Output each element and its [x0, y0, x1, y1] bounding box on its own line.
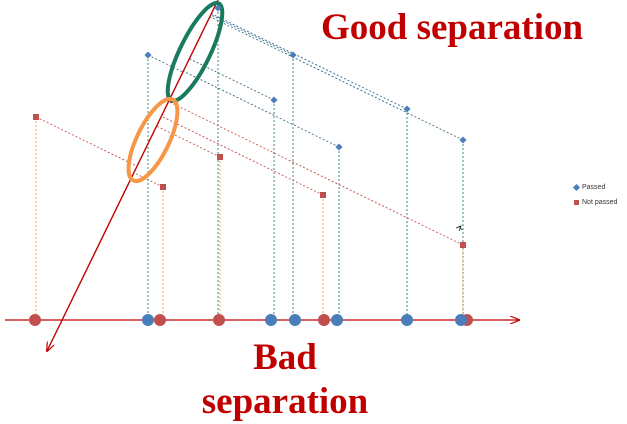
passed-axis-point: [265, 314, 277, 326]
good-separation-ellipse: [165, 1, 225, 103]
passed-projection-line: [189, 58, 275, 101]
passed-point: [144, 51, 152, 59]
legend-not-passed-label: Not passed: [582, 199, 618, 206]
axis-projection-points: [29, 314, 473, 326]
not-passed-axis-point: [318, 314, 330, 326]
passed-projection-line: [183, 70, 340, 148]
passed-projection-line: [210, 14, 294, 56]
bad-separation-label-line1: Bad: [253, 337, 317, 378]
legend-not-passed: Not passed: [574, 199, 617, 206]
passed-axis-point: [331, 314, 343, 326]
passed-point: [403, 105, 411, 113]
passed-point: [270, 96, 278, 104]
passed-point: [459, 136, 467, 144]
passed-projection-line: [147, 54, 184, 73]
not-passed-point: [217, 154, 223, 160]
not-passed-axis-point: [154, 314, 166, 326]
passed-axis-point: [142, 314, 154, 326]
passed-axis-point: [289, 314, 301, 326]
diagonal-axis: [47, 0, 219, 351]
not-passed-point: [33, 114, 39, 120]
not-passed-projection-line: [161, 115, 324, 196]
legend-passed-label: Passed: [582, 184, 606, 191]
not-passed-point: [460, 242, 466, 248]
bad-separation-ellipse: [126, 96, 180, 184]
passed-axis-point: [401, 314, 413, 326]
not-passed-projection-line: [168, 101, 464, 246]
not-passed-point: [320, 192, 326, 198]
not-passed-axis-point: [29, 314, 41, 326]
not-passed-point: [160, 184, 166, 190]
drop-lines: [35, 8, 464, 320]
diamond-icon: [572, 183, 581, 191]
not-passed-projection-line: [35, 116, 138, 167]
passed-projection-line: [209, 16, 464, 141]
not-passed-axis-point: [213, 314, 225, 326]
bad-separation-label-line2: separation: [201, 381, 369, 422]
passed-point: [289, 51, 297, 59]
data-points: [33, 4, 467, 248]
passed-point: [214, 4, 222, 12]
passed-axis-point: [455, 314, 467, 326]
passed-point: [335, 143, 343, 151]
legend-passed: Passed: [572, 183, 606, 191]
square-icon: [574, 199, 579, 205]
passed-projection-line: [211, 13, 408, 110]
bad-separation-label: Bad separation: [200, 336, 370, 424]
good-separation-label: Good separation: [321, 7, 584, 48]
cursor-mark: [455, 225, 463, 232]
